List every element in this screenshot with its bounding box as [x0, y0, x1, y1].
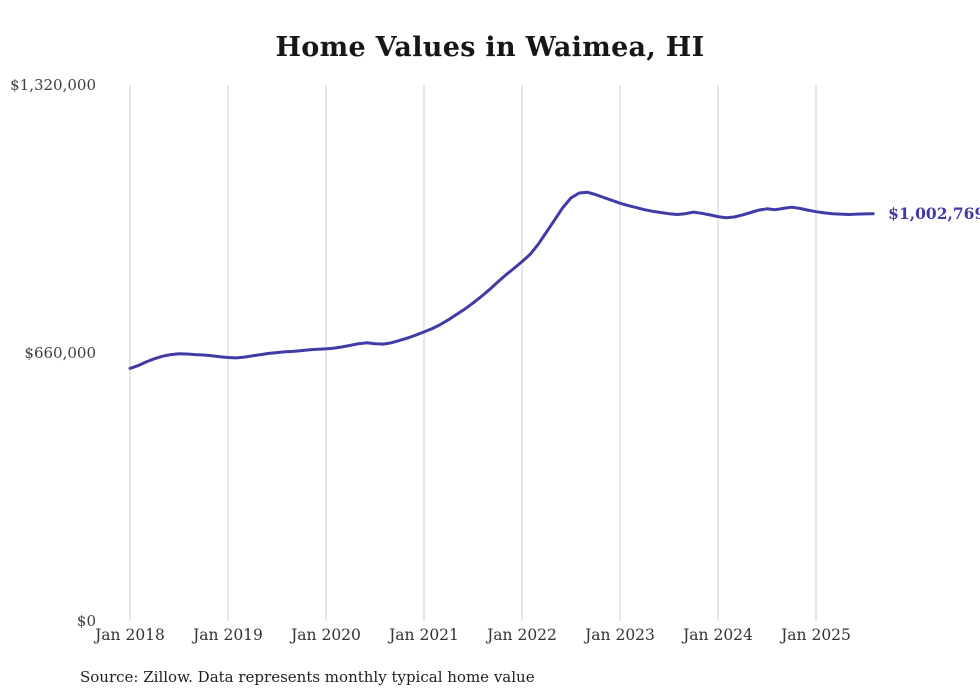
gridlines — [129, 85, 817, 621]
y-axis-tick-label: $0 — [76, 612, 96, 630]
x-axis-tick-label: Jan 2025 — [781, 626, 851, 644]
x-axis-tick-label: Jan 2024 — [683, 626, 753, 644]
x-axis-tick-label: Jan 2019 — [193, 626, 263, 644]
source-note: Source: Zillow. Data represents monthly … — [80, 668, 535, 686]
last-value-label: $1,002,769 — [888, 203, 980, 223]
x-axis-tick-label: Jan 2020 — [291, 626, 361, 644]
chart-title: Home Values in Waimea, HI — [275, 32, 705, 63]
x-axis-tick-label: Jan 2018 — [95, 626, 165, 644]
x-axis-tick-label: Jan 2022 — [487, 626, 557, 644]
y-axis-tick-label: $660,000 — [24, 344, 96, 362]
y-axis-tick-label: $1,320,000 — [10, 76, 96, 94]
x-axis-tick-label: Jan 2021 — [389, 626, 459, 644]
x-axis-tick-label: Jan 2023 — [585, 626, 655, 644]
value-line — [128, 190, 875, 370]
